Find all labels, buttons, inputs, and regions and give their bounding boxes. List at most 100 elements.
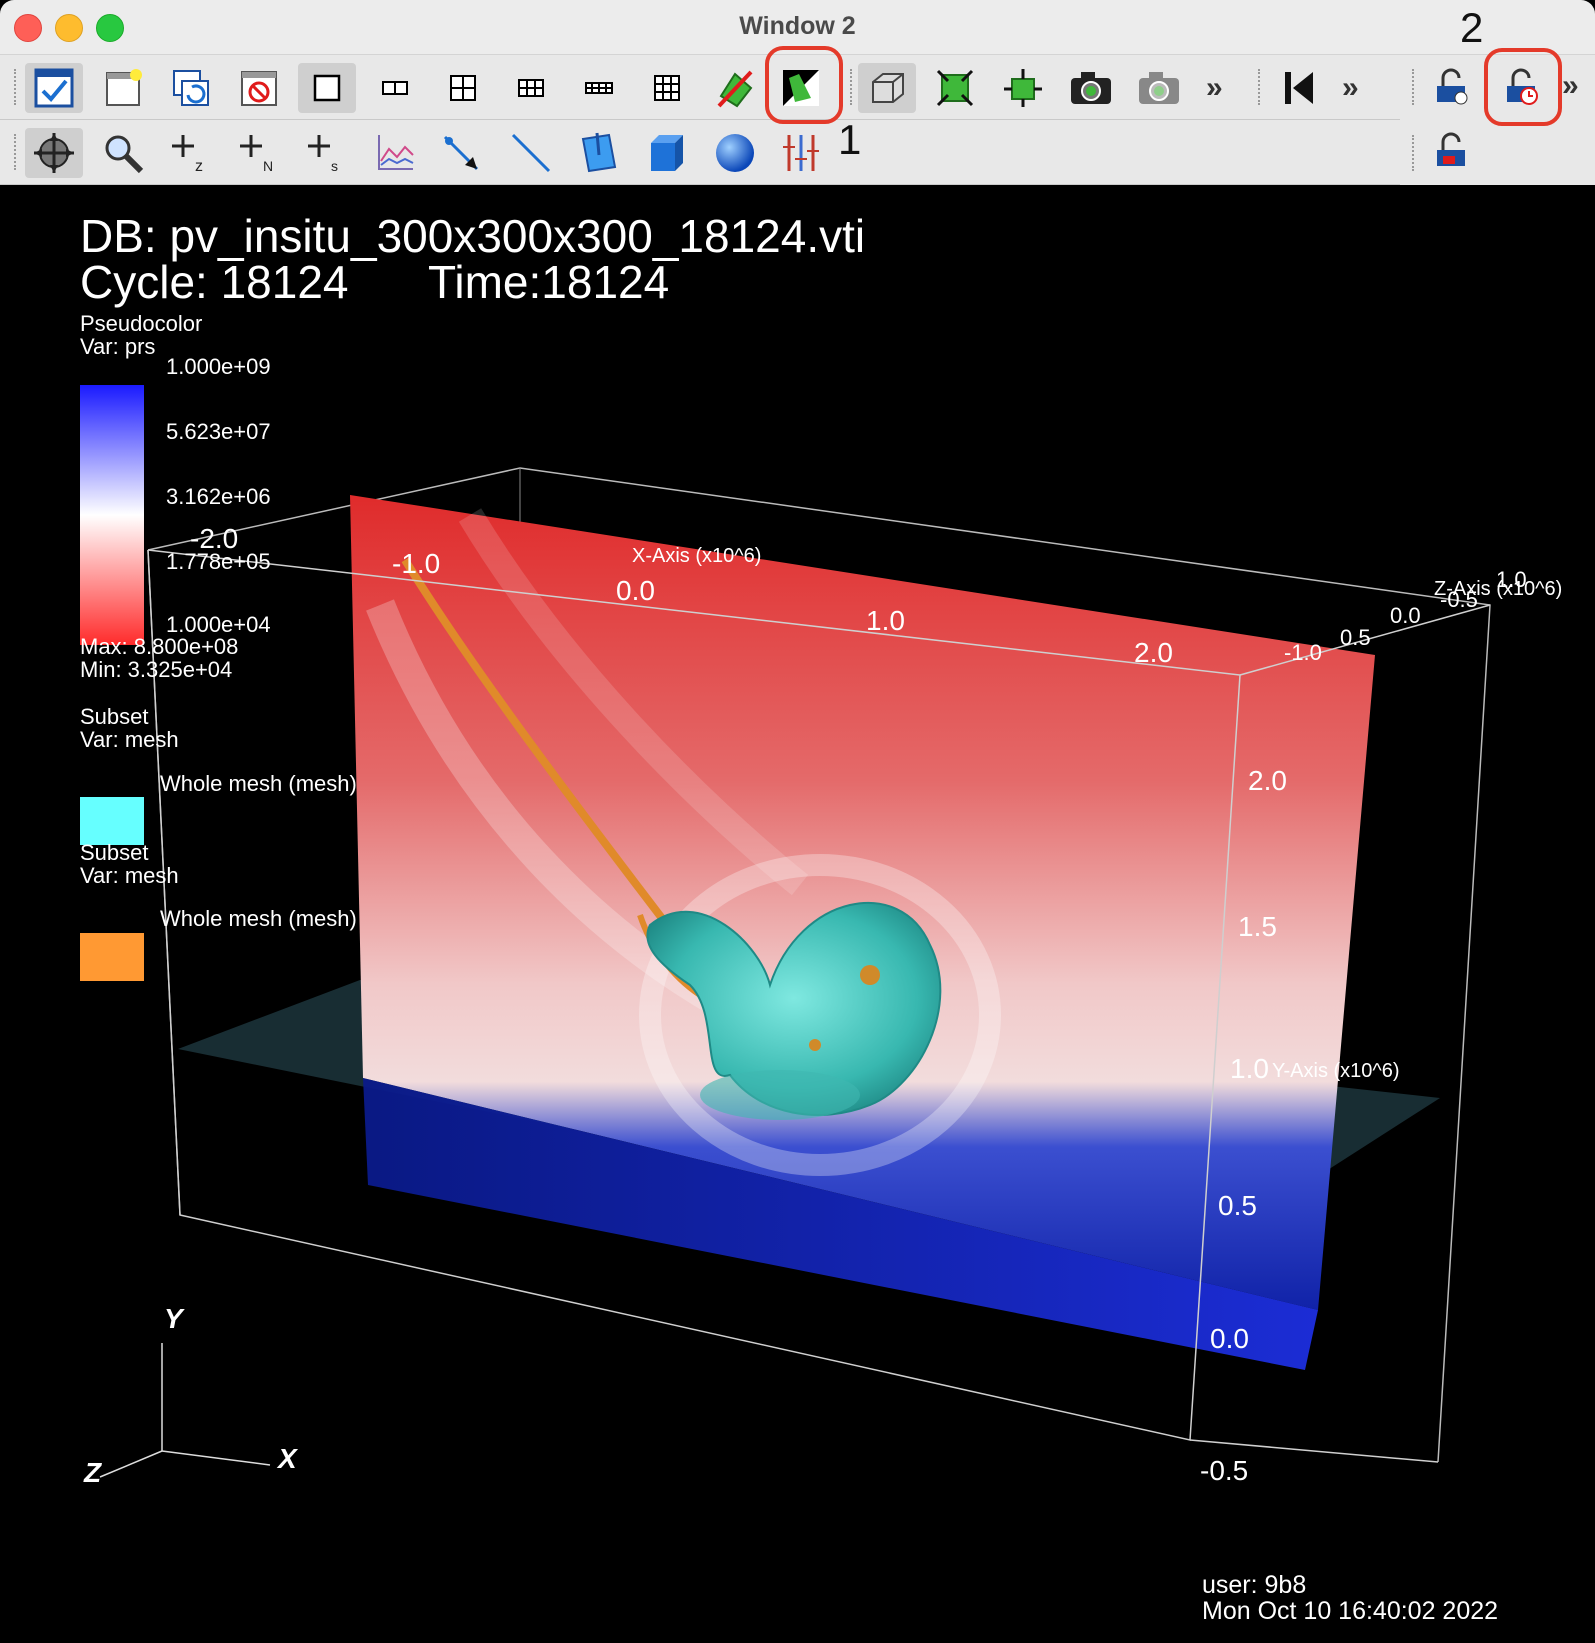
lock-overflow-button[interactable]: » bbox=[1562, 69, 1579, 102]
curve-pick-button[interactable] bbox=[366, 128, 424, 178]
toolbar-overflow-button[interactable]: » bbox=[1206, 71, 1223, 104]
layout-2x4-icon bbox=[585, 82, 613, 94]
title-bar[interactable]: Window 2 bbox=[0, 0, 1595, 55]
toolbar-grip[interactable] bbox=[14, 134, 20, 170]
animation-overflow-button[interactable]: » bbox=[1342, 71, 1359, 104]
save-image-window-button[interactable] bbox=[1130, 63, 1188, 113]
legend-tick: 1.000e+09 bbox=[166, 354, 271, 379]
toggle-spin-button[interactable] bbox=[706, 63, 764, 113]
node-pick-button[interactable]: N bbox=[230, 128, 288, 178]
render-viewport[interactable]: DB: pv_insitu_300x300x300_18124.vti Cycl… bbox=[0, 185, 1595, 1643]
recenter-view-button[interactable] bbox=[994, 63, 1052, 113]
user-label: user: 9b8 bbox=[1202, 1571, 1307, 1599]
layout-1x1-button[interactable] bbox=[298, 63, 356, 113]
layout-2x3-button[interactable] bbox=[502, 63, 560, 113]
y-tick-label: 1.0 bbox=[1230, 1053, 1269, 1084]
box-icon bbox=[651, 135, 683, 171]
lock-view-button[interactable] bbox=[1422, 63, 1480, 113]
layout-2x2-button[interactable] bbox=[434, 63, 492, 113]
lock-tools-button[interactable] bbox=[1422, 127, 1480, 177]
pick-mode-button[interactable] bbox=[434, 128, 492, 178]
time-label: Time:18124 bbox=[428, 256, 670, 308]
lock-time-icon bbox=[1507, 68, 1538, 105]
spreadsheet-pick-icon: s bbox=[308, 135, 338, 174]
new-window-icon bbox=[106, 69, 142, 106]
z-tick-label: 0.0 bbox=[1390, 603, 1421, 628]
date-label: Mon Oct 10 16:40:02 2022 bbox=[1202, 1597, 1499, 1625]
lock-tools-icon bbox=[1437, 132, 1465, 166]
mode-toolbar: z N s bbox=[0, 120, 1595, 185]
lineout-button[interactable] bbox=[502, 128, 560, 178]
y-tick-label: 0.5 bbox=[1218, 1190, 1257, 1221]
z-tick-label: 0.5 bbox=[1340, 625, 1371, 650]
curve-icon bbox=[378, 135, 414, 170]
legend-tick: 1.778e+05 bbox=[166, 549, 271, 574]
legend-entry: Whole mesh (mesh) bbox=[160, 771, 357, 796]
plane-tool-button[interactable] bbox=[570, 128, 628, 178]
step-back-icon bbox=[1285, 72, 1313, 104]
window-title: Window 2 bbox=[739, 12, 856, 40]
animation-prev-button[interactable] bbox=[1270, 63, 1328, 113]
legend-plot-type: Subset bbox=[80, 704, 149, 729]
delete-window-button[interactable] bbox=[230, 63, 288, 113]
layout-2x2-icon bbox=[450, 75, 476, 101]
y-axis-title: Y-Axis (x10^6) bbox=[1272, 1060, 1400, 1082]
save-image-button[interactable] bbox=[1062, 63, 1120, 113]
callout-number-2: 2 bbox=[1460, 4, 1484, 51]
delete-window-icon bbox=[241, 71, 277, 106]
plane-icon bbox=[581, 132, 617, 173]
svg-text:z: z bbox=[195, 158, 203, 175]
axis-restriction-button[interactable] bbox=[772, 128, 830, 178]
reset-view-button[interactable] bbox=[926, 63, 984, 113]
z-tick-label: -1.0 bbox=[1284, 640, 1322, 665]
toolbar-grip[interactable] bbox=[1412, 69, 1418, 105]
z-tick-label: -0.5 bbox=[1440, 587, 1478, 612]
callout-circle-1 bbox=[765, 46, 843, 124]
layout-3x3-button[interactable] bbox=[638, 63, 696, 113]
box-tool-button[interactable] bbox=[638, 128, 696, 178]
y-tick-label: 2.0 bbox=[1248, 765, 1287, 796]
minimize-window-button[interactable] bbox=[55, 14, 83, 42]
active-window-button[interactable] bbox=[25, 63, 83, 113]
legend-tick: 5.623e+07 bbox=[166, 419, 271, 444]
x-tick-label: -1.0 bbox=[392, 548, 441, 579]
toolbar-grip[interactable] bbox=[14, 69, 20, 105]
sphere-tool-button[interactable] bbox=[706, 128, 764, 178]
clone-window-button[interactable] bbox=[162, 63, 220, 113]
spreadsheet-pick-button[interactable]: s bbox=[298, 128, 356, 178]
zoom-mode-button[interactable] bbox=[94, 128, 152, 178]
navigate-icon bbox=[34, 133, 74, 173]
y-tick-label: 0.0 bbox=[1210, 1323, 1249, 1354]
layout-3x3-icon bbox=[654, 75, 680, 101]
toolbar-grip[interactable] bbox=[1412, 135, 1418, 171]
z-tick-label: 1.0 bbox=[1496, 567, 1527, 592]
perspective-box-icon bbox=[872, 73, 904, 103]
toolbar-grip[interactable] bbox=[1258, 69, 1264, 105]
legend-plot-type: Pseudocolor bbox=[80, 311, 203, 336]
legend-variable: Var: prs bbox=[80, 334, 156, 359]
layout-1x2-icon bbox=[382, 81, 408, 95]
spin-icon bbox=[717, 70, 753, 108]
window-toolbar: » » bbox=[0, 55, 1595, 120]
toolbar-grip[interactable] bbox=[850, 69, 856, 105]
close-window-button[interactable] bbox=[14, 14, 42, 42]
invert-background-icon bbox=[783, 70, 819, 106]
svg-text:s: s bbox=[331, 158, 338, 174]
clone-window-icon bbox=[173, 70, 209, 106]
navigate-mode-button[interactable] bbox=[25, 128, 83, 178]
zone-pick-button[interactable]: z bbox=[162, 128, 220, 178]
layout-2x4-button[interactable] bbox=[570, 63, 628, 113]
perspective-button[interactable] bbox=[858, 63, 916, 113]
layout-1x1-icon bbox=[313, 74, 341, 102]
invert-background-button[interactable] bbox=[772, 63, 830, 113]
maximize-window-button[interactable] bbox=[96, 14, 124, 42]
sphere-icon bbox=[716, 134, 754, 172]
lock-time-button[interactable] bbox=[1492, 63, 1550, 113]
layout-1x2-button[interactable] bbox=[366, 63, 424, 113]
x-axis-title: X-Axis (x10^6) bbox=[632, 545, 762, 567]
new-window-button[interactable] bbox=[94, 63, 152, 113]
pick-arrow-icon bbox=[443, 135, 479, 171]
x-tick-label: -2.0 bbox=[190, 523, 239, 554]
legend-plot-type: Subset bbox=[80, 840, 149, 865]
